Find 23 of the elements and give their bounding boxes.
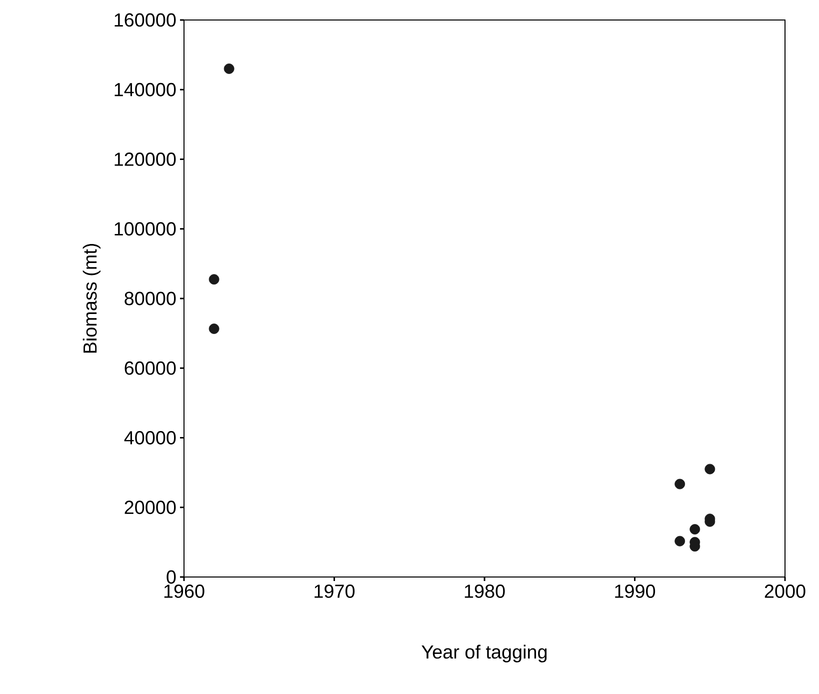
y-tick-label: 20000 [124, 500, 176, 514]
point [208, 274, 220, 285]
point [224, 64, 234, 74]
y-tick-label: 120000 [114, 152, 176, 166]
y-tick-label: 160000 [114, 13, 176, 27]
y-tick-label: 80000 [124, 292, 176, 306]
x-axis-title: Year of tagging [422, 644, 547, 662]
x-tick-label: 1980 [464, 584, 505, 598]
x-tick-label: 1970 [314, 584, 355, 598]
point [690, 524, 700, 534]
x-tick-label: 1990 [615, 584, 656, 598]
y-tick-label: 0 [166, 570, 176, 584]
x-tick-label: 1960 [164, 584, 204, 598]
point [674, 536, 686, 546]
y-tick-label: 100000 [114, 222, 176, 236]
point [208, 324, 220, 334]
x-tick-label: 2000 [764, 584, 806, 598]
y-axis-title: Biomass (mt) [82, 244, 100, 353]
y-tick-label: 60000 [124, 361, 176, 375]
y-tick-label: 140000 [114, 82, 176, 96]
point [704, 464, 716, 474]
y-tick-label: 40000 [124, 431, 176, 444]
point [674, 478, 686, 490]
